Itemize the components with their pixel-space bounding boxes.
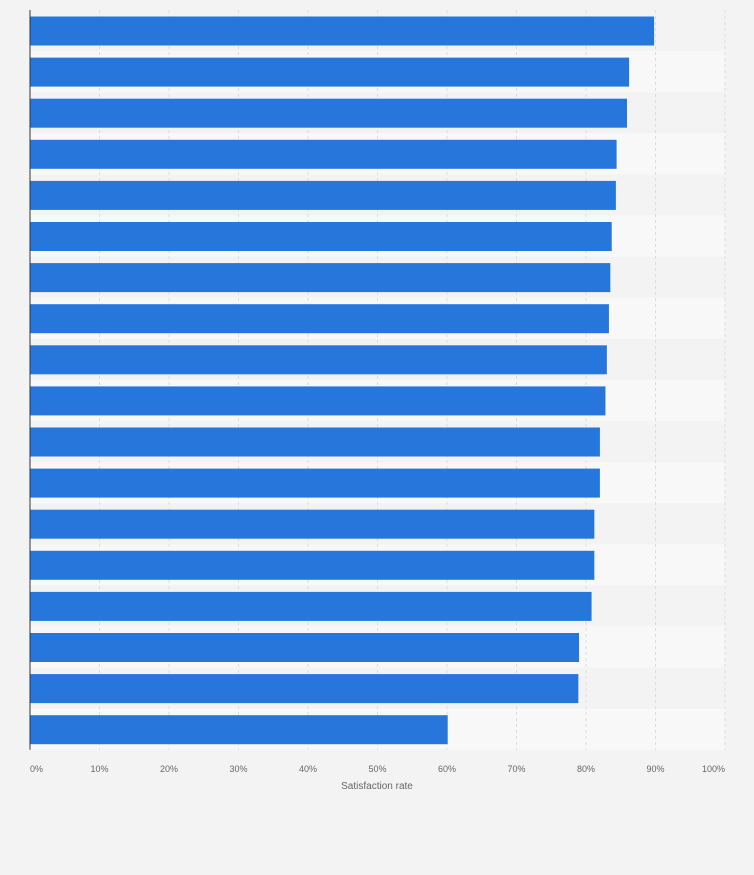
x-tick-label: 70% (507, 764, 525, 774)
bar[interactable] (30, 633, 580, 662)
bar[interactable] (30, 180, 616, 210)
x-tick-label: 10% (90, 764, 108, 774)
x-tick-label: 20% (160, 764, 178, 774)
bar[interactable] (30, 674, 579, 704)
x-tick-label: 100% (702, 764, 725, 774)
bar[interactable] (30, 468, 600, 498)
bar[interactable] (30, 509, 595, 539)
bar[interactable] (30, 57, 630, 87)
bar[interactable] (30, 139, 617, 169)
x-tick-label: 0% (30, 764, 43, 774)
bar[interactable] (30, 591, 592, 621)
x-tick-label: 80% (577, 764, 595, 774)
x-tick-label: 60% (438, 764, 456, 774)
bar[interactable] (30, 16, 655, 46)
x-tick-label: 90% (646, 764, 664, 774)
bar[interactable] (30, 550, 595, 580)
x-axis-title: Satisfaction rate (341, 781, 413, 792)
x-tick-label: 30% (229, 764, 247, 774)
bar[interactable] (30, 427, 600, 457)
bar[interactable] (30, 715, 448, 745)
x-tick-label: 40% (299, 764, 317, 774)
bar[interactable] (30, 345, 607, 375)
x-tick-label: 50% (368, 764, 386, 774)
bar[interactable] (30, 263, 611, 293)
bar-series (30, 16, 655, 745)
x-tick-labels: 0% 10% 20% 30% 40% 50% 60% 70% 80% 90% 100% (30, 764, 725, 774)
bar[interactable] (30, 222, 612, 251)
bar[interactable] (30, 304, 609, 334)
bar[interactable] (30, 386, 606, 416)
bar[interactable] (30, 98, 628, 128)
